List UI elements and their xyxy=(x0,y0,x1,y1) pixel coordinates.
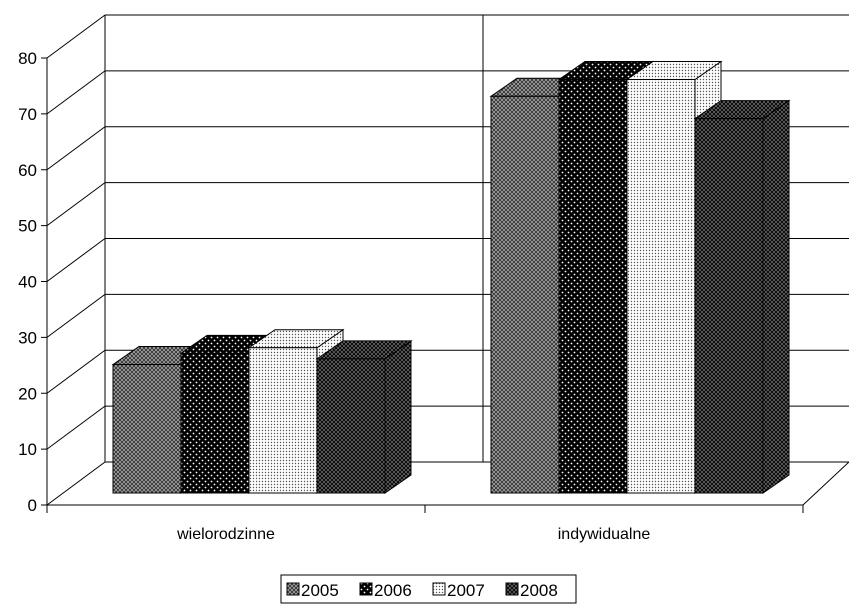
bar-front xyxy=(694,118,764,494)
category-label: wielorodzinne xyxy=(176,526,275,543)
y-tick-label: 50 xyxy=(18,217,37,236)
gridline-side xyxy=(46,70,106,115)
bar-front xyxy=(248,347,318,494)
y-tick-label: 80 xyxy=(18,49,37,68)
legend-swatch xyxy=(505,582,519,596)
gridline-side xyxy=(46,14,106,59)
bars xyxy=(111,60,791,494)
legend-label: 2005 xyxy=(301,581,339,600)
bar-side xyxy=(762,99,790,494)
gridline-side xyxy=(46,126,106,171)
legend-swatch xyxy=(359,582,373,596)
gridline-side xyxy=(46,238,106,282)
bar-front xyxy=(180,352,250,494)
gridline-side xyxy=(46,405,106,450)
category-labels: wielorodzinne indywidualne xyxy=(176,526,650,543)
legend-box xyxy=(280,574,577,604)
axes xyxy=(41,57,804,513)
bar xyxy=(557,60,655,494)
y-tick-label: 30 xyxy=(18,328,37,347)
y-tick-labels: 0 10 20 30 40 50 60 70 80 xyxy=(18,49,37,515)
legend-label: 2008 xyxy=(520,581,558,600)
gridline-side xyxy=(46,349,106,394)
y-tick-label: 0 xyxy=(28,496,37,515)
y-tick-label: 20 xyxy=(18,384,37,403)
bar-front xyxy=(112,363,182,494)
y-tick-label: 40 xyxy=(18,273,37,292)
bar-front xyxy=(558,79,628,494)
bar-front xyxy=(316,358,386,494)
legend-swatch xyxy=(286,582,300,596)
bar xyxy=(315,339,413,494)
legend: 2005 2006 2007 2008 xyxy=(280,574,577,604)
bar-side xyxy=(384,339,412,494)
legend-label: 2006 xyxy=(374,581,412,600)
y-tick-label: 60 xyxy=(18,161,37,180)
bar-front xyxy=(490,95,560,494)
bar xyxy=(693,99,791,494)
y-tick-label: 10 xyxy=(18,440,37,459)
category-label: indywidualne xyxy=(558,526,651,543)
gridline-side xyxy=(46,293,106,338)
legend-label: 2007 xyxy=(447,581,485,600)
y-tick-label: 70 xyxy=(18,105,37,124)
bar-front xyxy=(626,79,696,494)
gridline-side xyxy=(46,182,106,227)
legend-swatch xyxy=(432,582,446,596)
